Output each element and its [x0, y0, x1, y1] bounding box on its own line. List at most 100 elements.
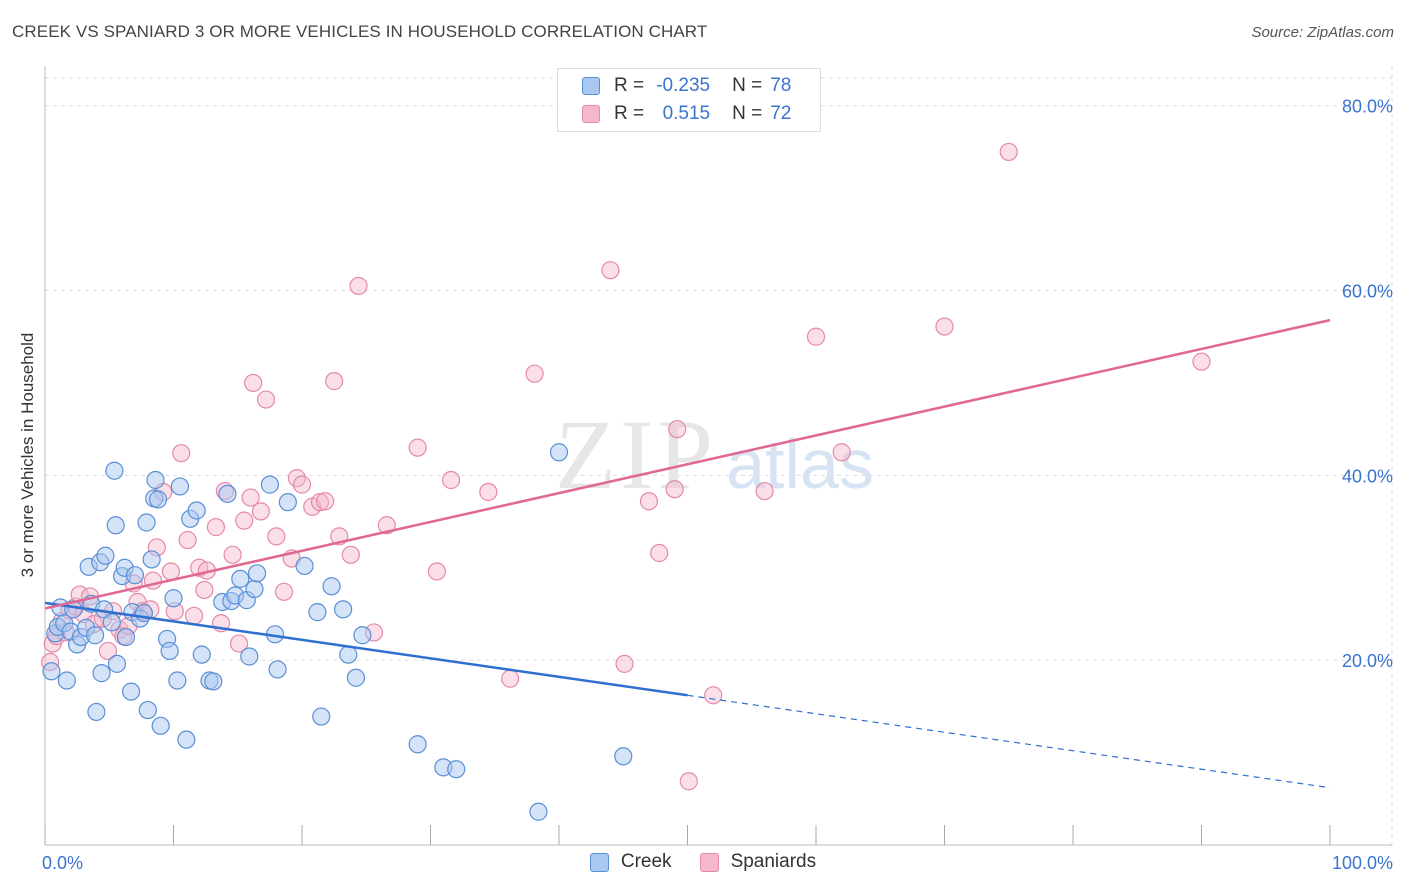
- spaniards-point: [229, 634, 249, 653]
- spaniards-point: [704, 686, 723, 705]
- creek-point: [308, 603, 327, 622]
- spaniards-point: [665, 480, 684, 499]
- creek-point: [160, 641, 179, 661]
- creek-point: [138, 700, 157, 720]
- creek-point: [57, 671, 76, 690]
- legend-row-creek: R = -0.235 N = 78: [582, 74, 791, 98]
- creek-point: [204, 672, 223, 691]
- spaniards-point: [256, 390, 276, 409]
- creek-point: [529, 802, 548, 821]
- spaniards-point: [316, 492, 335, 511]
- y-tick-label: 60.0%: [1342, 282, 1393, 302]
- legend-row-spaniards: R = 0.515 N = 72: [582, 102, 791, 126]
- spaniards-point: [441, 470, 461, 490]
- creek-point: [447, 760, 466, 779]
- spaniards-point: [235, 511, 254, 530]
- spaniards-swatch: [582, 105, 600, 123]
- creek-point: [334, 600, 353, 619]
- creek-point: [312, 707, 331, 726]
- spaniards-point: [244, 373, 263, 393]
- creek-point: [137, 513, 156, 532]
- source-label: Source: ZipAtlas.com: [1251, 24, 1394, 41]
- creek-point: [353, 626, 372, 645]
- creek-n-value: 78: [770, 75, 792, 96]
- spaniards-point: [161, 562, 181, 581]
- y-axis-label: 3 or more Vehicles in Household: [18, 332, 37, 578]
- creek-point: [346, 668, 366, 687]
- creek-point: [148, 490, 168, 509]
- legend-n-label: N =: [732, 103, 763, 124]
- series-legend-creek[interactable]: Creek: [589, 851, 672, 873]
- legend-r-label: R =: [614, 75, 645, 96]
- chart-title: CREEK VS SPANIARD 3 OR MORE VEHICLES IN …: [12, 22, 708, 41]
- creek-point: [187, 501, 206, 520]
- creek-point: [142, 550, 161, 569]
- spaniards-swatch: [699, 852, 719, 872]
- spaniards-point: [427, 562, 447, 581]
- creek-point: [146, 470, 165, 490]
- watermark-zip: ZIP: [555, 399, 717, 510]
- legend-r-label: R =: [614, 103, 645, 124]
- creek-point: [339, 645, 358, 664]
- spaniards-point: [601, 261, 620, 280]
- spaniards-point: [325, 372, 344, 391]
- spaniards-point: [349, 276, 368, 296]
- creek-swatch: [589, 852, 609, 872]
- creek-point: [177, 730, 196, 749]
- spaniards-point: [408, 438, 427, 457]
- correlation-legend: R = -0.235 N = 78 R = 0.515 N = 72: [557, 68, 821, 132]
- spaniards-point: [650, 543, 669, 563]
- spaniards-point: [668, 420, 687, 439]
- y-tick-label: 40.0%: [1342, 466, 1393, 486]
- creek-point: [87, 702, 106, 722]
- creek-swatch: [582, 77, 600, 95]
- series-legend: Creek Spaniards: [0, 851, 1406, 873]
- creek-point: [260, 475, 279, 494]
- creek-point: [106, 516, 125, 535]
- spaniards-point: [310, 493, 330, 512]
- creek-point: [218, 484, 237, 503]
- creek-point: [105, 461, 124, 480]
- spaniards-point: [292, 475, 312, 494]
- spaniards-point: [251, 502, 270, 521]
- spaniards-point: [341, 545, 360, 564]
- creek-point: [168, 671, 187, 690]
- creek-point: [164, 589, 183, 608]
- spaniards-point: [184, 606, 204, 625]
- creek-point: [116, 627, 136, 647]
- creek-point: [107, 654, 127, 673]
- watermark: ZIP atlas: [555, 399, 874, 510]
- watermark-atlas: atlas: [726, 425, 874, 503]
- spaniards-point: [195, 580, 214, 600]
- spaniards-trend-line: [44, 318, 1331, 610]
- spaniards-point: [223, 545, 242, 564]
- creek-trend-extension: [687, 694, 1331, 789]
- creek-legend-label: Creek: [620, 851, 672, 872]
- spaniards-point: [935, 317, 954, 336]
- spaniards-point: [274, 582, 294, 601]
- creek-point: [247, 564, 267, 583]
- y-tick-label: 20.0%: [1342, 651, 1393, 671]
- x-tick-label-max: 100.0%: [1332, 853, 1393, 873]
- creek-point: [549, 443, 569, 462]
- creek-point: [121, 682, 141, 701]
- spaniards-point: [172, 444, 191, 463]
- spaniards-point: [999, 142, 1018, 162]
- trend-lines: [44, 318, 1331, 789]
- tick-labels: 20.0% 40.0% 60.0% 80.0% 0.0% 100.0%: [42, 97, 1393, 873]
- axis-layer: [44, 66, 1392, 846]
- creek-point: [96, 546, 115, 565]
- creek-point: [42, 662, 61, 681]
- legend-n-label: N =: [732, 75, 763, 96]
- spaniards-point: [806, 327, 826, 346]
- series-legend-spaniards[interactable]: Spaniards: [699, 851, 816, 873]
- spaniards-point: [639, 492, 659, 511]
- creek-point: [151, 716, 170, 735]
- creek-point: [278, 493, 297, 512]
- y-tick-label: 80.0%: [1342, 97, 1393, 117]
- spaniards-point: [206, 518, 226, 537]
- spaniards-point: [501, 669, 520, 688]
- x-tick-label-min: 0.0%: [42, 853, 83, 873]
- spaniards-point: [525, 364, 544, 383]
- spaniards-point: [1192, 352, 1211, 371]
